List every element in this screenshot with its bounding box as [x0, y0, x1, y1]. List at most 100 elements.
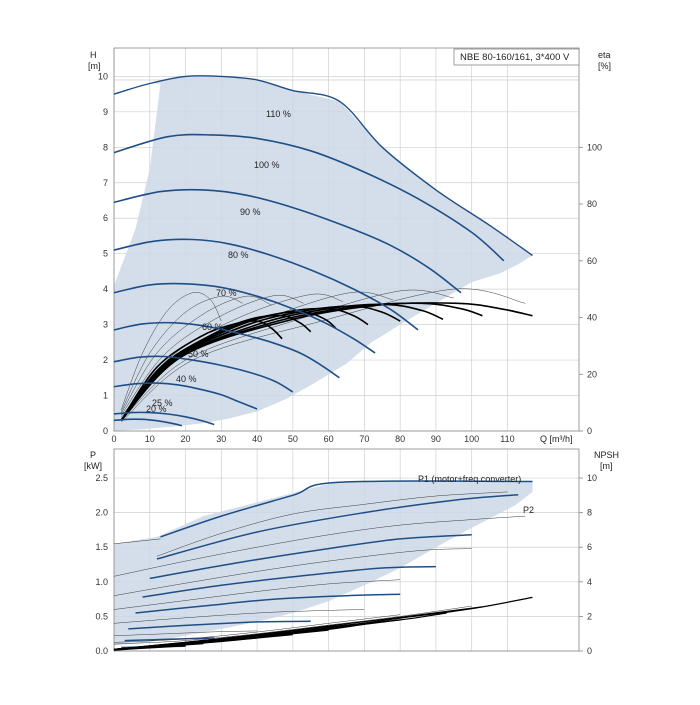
speed-curve-label: 90 %	[240, 207, 261, 217]
power-curve	[124, 637, 215, 642]
power-curve	[113, 538, 161, 545]
speed-curve-label: 110 %	[266, 109, 291, 119]
bottom-panel: 0.0 0.5 1.0 1.5 2.0 2.5 0 2 4 6 8 10	[95, 448, 597, 656]
speed-curve-label: 80 %	[228, 250, 249, 260]
power-curve	[135, 593, 401, 614]
efficiency-curve	[121, 289, 454, 421]
power-curve	[156, 491, 508, 557]
speed-curve-label: 25 %	[152, 398, 173, 408]
efficiency-curve	[120, 294, 304, 416]
npsh-curve	[113, 605, 472, 645]
top-panel-y-tick-label: 5	[103, 249, 108, 259]
power-curve	[113, 609, 365, 624]
power-curve	[113, 515, 526, 577]
bottom-panel-y2-tick-label: 2	[587, 611, 592, 621]
efficiency-curve	[120, 295, 243, 412]
top-panel-y-tick-label: 6	[103, 213, 108, 223]
top-left-axis-label-2: [m]	[88, 61, 101, 71]
x-tick-label: 30	[216, 434, 226, 444]
speed-curve	[113, 75, 533, 257]
bottom-panel-y2-tick-label: 4	[587, 577, 592, 587]
power-curve	[156, 493, 519, 560]
bottom-panel-y-tick-label: 0.0	[95, 646, 108, 656]
top-panel-y-tick-label: 10	[98, 71, 108, 81]
speed-curve	[113, 282, 376, 354]
top-panel-y-tick-label: 1	[103, 391, 108, 401]
top-panel-y2-tick-label: 60	[587, 256, 597, 266]
top-panel-y2-tick-label: 0	[587, 426, 592, 436]
speed-curve	[113, 418, 183, 427]
p1-legend-label: P1 (motor+freq.converter)	[418, 474, 521, 484]
efficiency-curve	[120, 307, 369, 421]
top-panel-y-tick-label: 4	[103, 284, 108, 294]
bottom-panel-y2-tick-label: 6	[587, 542, 592, 552]
power-curve	[113, 579, 401, 610]
x-tick-label: 110	[500, 434, 514, 444]
npsh-curve	[113, 645, 186, 651]
bottom-panel-frame	[113, 448, 580, 652]
bottom-right-axis-label-2: [m]	[600, 461, 613, 471]
top-panel-y-tick-label: 0	[103, 426, 108, 436]
top-right-axis-label-2: [%]	[598, 61, 611, 71]
x-tick-label: 40	[252, 434, 262, 444]
speed-curve-label: 70 %	[216, 288, 237, 298]
top-panel-envelope	[114, 76, 533, 432]
top-panel-y-tick-label: 9	[103, 107, 108, 117]
chart-title-box	[453, 48, 580, 66]
npsh-curve	[113, 614, 401, 643]
top-panel-y-tick-label: 3	[103, 320, 108, 330]
power-curve	[128, 620, 311, 630]
top-panel-y2-tick-label: 40	[587, 313, 597, 323]
chart-title: NBE 80-160/161, 3*400 V	[460, 52, 570, 63]
power-curve	[149, 534, 472, 580]
speed-curve-label: 40 %	[176, 374, 197, 384]
power-curve	[160, 480, 533, 538]
top-left-axis-label-1: H	[90, 50, 97, 60]
bottom-left-axis-label-2: [kW]	[84, 461, 102, 471]
top-panel-y-tick-label: 2	[103, 355, 108, 365]
power-curve	[113, 630, 258, 637]
bottom-panel-y-tick-label: 1.5	[95, 542, 108, 552]
top-panel-y2-tick-label: 20	[587, 369, 597, 379]
bottom-panel-envelope	[114, 481, 533, 646]
x-tick-label: 70	[359, 434, 369, 444]
bottom-panel-y2-tick-label: 10	[587, 473, 597, 483]
speed-curve	[113, 382, 258, 410]
bottom-panel-y-tick-label: 2.0	[95, 508, 108, 518]
x-tick-label: 20	[181, 434, 191, 444]
x-tick-label: 0	[111, 434, 116, 444]
speed-curve	[113, 321, 340, 379]
speed-curve-label: 50 %	[188, 349, 209, 359]
top-panel-y2-tick-label: 100	[587, 142, 602, 152]
speed-curve	[113, 133, 505, 262]
power-curve	[142, 565, 436, 598]
bottom-right-axis-label-1: NPSH	[594, 450, 619, 460]
x-tick-label: 50	[288, 434, 298, 444]
efficiency-curve	[120, 314, 312, 421]
top-panel-y-tick-label: 7	[103, 178, 108, 188]
x-tick-label: 60	[324, 434, 334, 444]
speed-curve	[113, 411, 215, 426]
speed-curve-label: 60 %	[202, 322, 223, 332]
x-tick-label: 80	[395, 434, 405, 444]
bottom-left-axis-label-1: P	[90, 450, 96, 460]
bottom-panel-y-tick-label: 2.5	[95, 473, 108, 483]
top-panel-y-tick-label: 8	[103, 142, 108, 152]
bottom-panel-y-tick-label: 0.5	[95, 611, 108, 621]
x-tick-label: 10	[145, 434, 155, 444]
efficiency-curve	[120, 302, 533, 421]
top-panel-frame	[113, 47, 580, 432]
x-axis-label: Q [m³/h]	[540, 434, 573, 444]
x-tick-label: 100	[464, 434, 479, 444]
power-curve	[113, 548, 472, 596]
bottom-panel-y2-tick-label: 8	[587, 508, 592, 518]
bottom-panel-y-tick-label: 1.0	[95, 577, 108, 587]
top-right-axis-label-1: eta	[598, 50, 611, 60]
top-panel-y2-tick-label: 80	[587, 199, 597, 209]
p2-legend-label: P2	[523, 505, 534, 515]
x-tick-label: 90	[431, 434, 441, 444]
speed-curve-label: 20 %	[146, 404, 167, 414]
